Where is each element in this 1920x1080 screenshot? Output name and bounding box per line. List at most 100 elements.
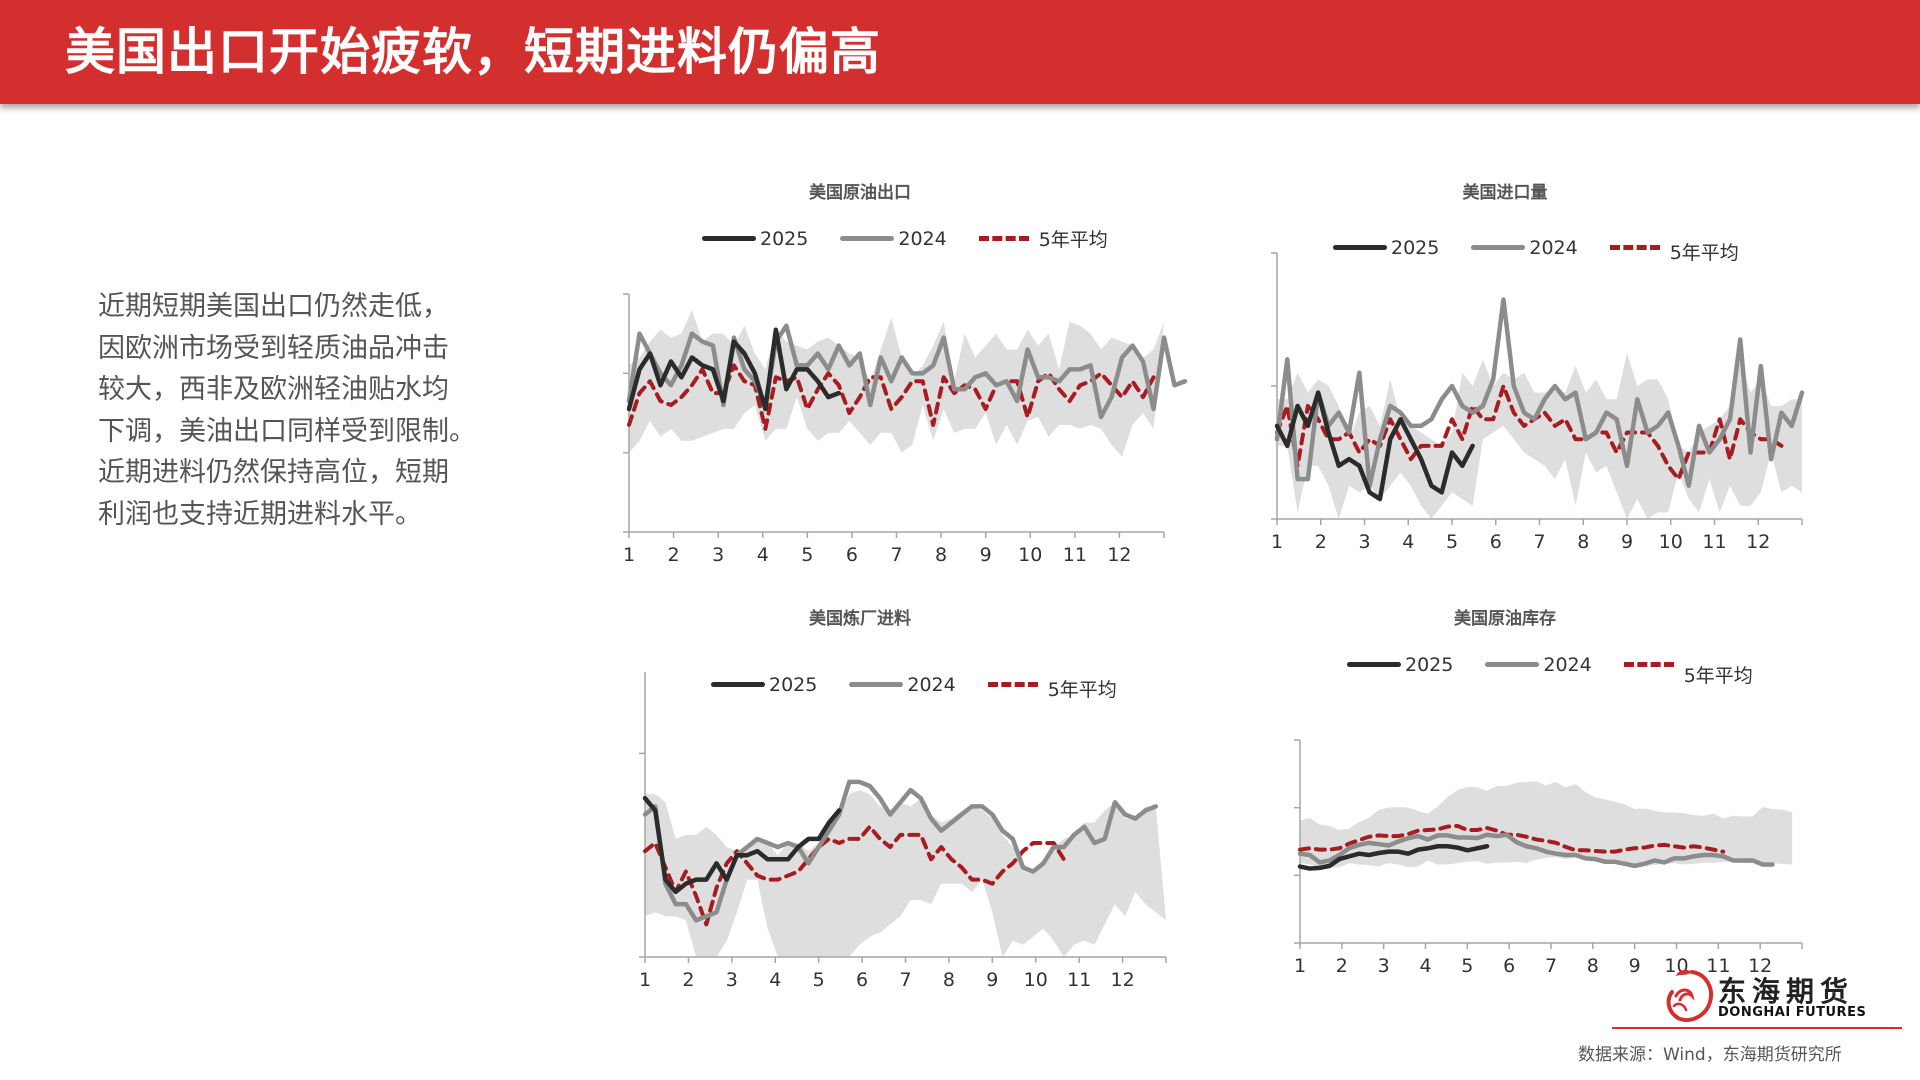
legend-5yr-average: 5年平均 [978,225,1108,252]
chart-legend: 2025 2024 5年平均 [711,671,1149,701]
chart-legend: 2025 2024 5年平均 [1347,651,1785,687]
x-tick-label: 9 [979,544,992,566]
x-tick-label: 2 [1314,531,1327,553]
series-2025-line [626,327,842,412]
x-tick-label: 2 [682,969,695,991]
x-tick-label: 1 [622,544,636,566]
range-band [645,790,1166,957]
series-2025-line [642,795,842,895]
legend-label: 2024 [1543,653,1592,676]
x-tick-label: 10 [1658,531,1683,553]
x-tick-label: 12 [1107,544,1132,566]
logo-english-name: DONGHAI FUTURES [1718,1005,1867,1020]
title-bar: 美国出口开始疲软，短期进料仍偏高 [0,0,1920,104]
series-2024-line [1297,832,1775,869]
legend-5yr-average: 5年平均 [987,671,1117,701]
legend-2025: 2025 [711,674,817,696]
data-source: 数据来源：Wind，东海期货研究所 [1578,1045,1842,1065]
series-5yr-average-line [643,824,1066,927]
legend-swatch [711,682,765,687]
x-tick-label: 10 [1023,969,1048,991]
x-tick-label: 6 [856,969,869,991]
summary-line: 因欧洲市场受到轻质油品冲击 [98,332,449,364]
x-tick-label: 6 [1489,531,1502,553]
x-tick-label: 7 [890,544,903,566]
legend-2024: 2024 [849,674,956,696]
x-tick-label: 9 [986,969,999,991]
chart-title: 美国炼厂进料 [809,609,911,629]
x-tick-label: 11 [1706,955,1731,977]
legend-2024: 2024 [840,227,947,250]
legend-5yr-average: 5年平均 [1609,234,1739,264]
legend-2025: 2025 [1347,654,1453,676]
summary-line: 较大，西非及欧洲轻油贴水均 [98,374,449,405]
donghai-logo: 东海期货 DONGHAI FUTURES [1660,964,1900,1024]
legend-2024: 2024 [1471,236,1578,259]
x-tick-label: 9 [1628,955,1641,977]
series-5yr-average-line [627,363,1156,431]
legend-swatch [1609,245,1660,250]
legend-label: 2025 [1391,236,1440,259]
x-tick-label: 3 [725,969,738,991]
legend-label: 2024 [1529,236,1578,259]
x-tick-label: 5 [1461,955,1474,977]
x-tick-label: 8 [935,544,948,566]
x-tick-label: 6 [845,544,858,566]
legend-label: 2025 [760,227,809,250]
legend-swatch [702,236,756,241]
summary-line: 利润也支持近期进料水平。 [98,498,422,530]
x-tick-label: 7 [1533,531,1546,553]
series-2025-line [1297,843,1490,871]
x-tick-label: 4 [756,544,769,566]
x-tick-label: 7 [899,969,912,991]
x-tick-label: 3 [712,544,725,566]
x-tick-label: 1 [1293,955,1307,977]
dragon-icon [1666,969,1713,1022]
x-tick-label: 2 [1335,955,1348,977]
x-tick-label: 1 [638,969,652,991]
legend-swatch [1333,245,1387,250]
summary-line: 近期进料仍然保持高位，短期 [98,457,449,488]
x-tick-label: 5 [801,544,814,566]
legend-label: 5年平均 [1038,229,1108,251]
summary-text: 近期短期美国出口仍然走低， 因欧洲市场受到轻质油品冲击 较大，西非及欧洲轻油贴水… [98,286,488,535]
legend-2024: 2024 [1485,653,1592,676]
x-tick-label: 4 [1402,531,1415,553]
x-tick-label: 3 [1377,955,1390,977]
legend-2025: 2025 [1333,237,1439,259]
legend-label: 2025 [1405,653,1454,676]
x-tick-label: 11 [1062,544,1087,566]
chart-title: 美国进口量 [1462,183,1548,203]
x-tick-label: 12 [1110,969,1135,991]
x-tick-label: 12 [1746,531,1771,553]
legend-swatch [849,682,904,687]
series-2025-line [1274,390,1475,502]
x-tick-label: 2 [667,544,680,566]
legend-swatch [1623,662,1674,667]
footer-divider [1612,1027,1902,1029]
x-tick-label: 10 [1018,544,1043,566]
x-tick-label: 6 [1503,955,1516,977]
chart-title: 美国原油出口 [809,183,911,203]
x-tick-label: 4 [1419,955,1432,977]
legend-5yr-average: 5年平均 [1623,651,1753,687]
chart-legend: 2025 2024 5年平均 [702,225,1140,252]
summary-line: 近期短期美国出口仍然走低， [98,291,449,322]
x-tick-label: 5 [812,969,825,991]
legend-swatch [840,236,895,241]
legend-label: 5年平均 [1669,242,1739,264]
page-title: 美国出口开始疲软，短期进料仍偏高 [65,23,881,81]
legend-swatch [1347,662,1401,667]
x-tick-label: 7 [1544,955,1558,977]
logo-chinese-name: 东海期货 [1718,975,1855,1008]
x-tick-label: 8 [1586,955,1599,977]
x-tick-label: 11 [1702,531,1727,553]
series-5yr-average-line [1298,823,1726,854]
x-tick-label: 8 [1577,531,1590,553]
x-tick-label: 1 [1270,531,1284,553]
x-tick-label: 11 [1067,969,1092,991]
legend-label: 2024 [898,227,947,250]
x-tick-label: 12 [1748,955,1773,977]
series-2024-line [1274,297,1805,488]
x-tick-label: 8 [942,969,955,991]
